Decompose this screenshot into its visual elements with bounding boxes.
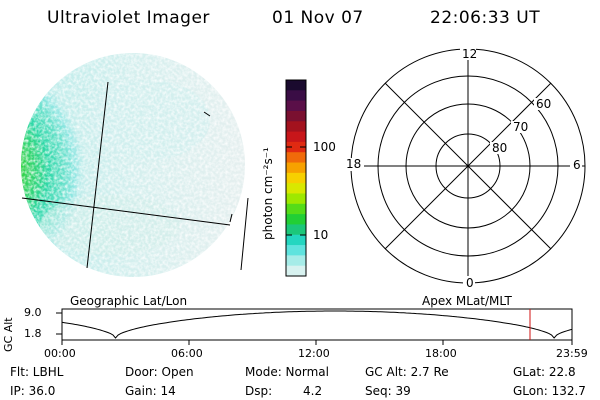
- polar-label-12: 12: [462, 47, 478, 61]
- info-ip: IP: 36.0: [10, 384, 56, 398]
- polar-ring-label-80: 80: [492, 141, 508, 155]
- polar-ring-label-70: 70: [513, 120, 529, 134]
- colorbar-band: [286, 214, 306, 226]
- colorbar-band: [286, 234, 306, 246]
- colorbar-band: [286, 193, 306, 205]
- info-glat: GLat: 22.8: [513, 365, 576, 379]
- polar-ring-label-60: 60: [536, 97, 552, 111]
- timeline-xtick-0000: 00:00: [44, 347, 76, 360]
- time-label: 22:06:33 UT: [430, 8, 541, 28]
- timeline-xtick-2359: 23:59: [556, 347, 588, 360]
- polar-label-18: 18: [346, 157, 362, 171]
- colorbar-band: [286, 131, 306, 143]
- timeline-frame: [61, 308, 573, 341]
- limb-line: [240, 197, 249, 271]
- colorbar-band: [286, 110, 306, 122]
- colorbar-band: [286, 265, 306, 277]
- info-mode: Mode: Normal: [245, 365, 329, 379]
- colorbar-band: [286, 203, 306, 215]
- info-gcalt: GC Alt: 2.7 Re: [365, 365, 449, 379]
- colorbar-band: [286, 100, 306, 112]
- colorbar-tick-100: 100: [313, 140, 336, 154]
- colorbar-band: [286, 162, 306, 174]
- colorbar-band: [286, 80, 306, 91]
- colorbar-band: [286, 224, 306, 236]
- polar-label-6: 6: [573, 158, 581, 172]
- date-label: 01 Nov 07: [272, 8, 364, 28]
- info-dsp-value: 4.2: [303, 384, 323, 398]
- timeline-ytick-top: 9.0: [24, 306, 42, 319]
- colorbar-band: [286, 183, 306, 195]
- colorbar-band: [286, 121, 306, 133]
- instrument-title: Ultraviolet Imager: [47, 8, 210, 28]
- colorbar-frame: [285, 79, 307, 277]
- info-dsp-label: Dsp:: [245, 384, 273, 398]
- timeline-left-title: Geographic Lat/Lon: [70, 294, 188, 308]
- info-glon: GLon: 132.7: [513, 384, 586, 398]
- colorbar-band: [286, 245, 306, 256]
- colorbar-tick-10: 10: [313, 228, 329, 242]
- latitude-line: [21, 197, 231, 226]
- info-door: Door: Open: [125, 365, 194, 379]
- info-seq: Seq: 39: [365, 384, 411, 398]
- colorbar-band: [286, 141, 306, 153]
- timeline-xtick-1200: 12:00: [298, 347, 330, 360]
- colorbar-band: [286, 152, 306, 164]
- altitude-curve: [61, 310, 573, 339]
- longitude-line: [86, 81, 109, 269]
- timeline-ytick-bottom: 1.8: [24, 327, 42, 340]
- colorbar-band: [286, 255, 306, 267]
- colorbar-bands: [286, 80, 306, 277]
- earth-disk-image: [21, 53, 245, 277]
- colorbar-band: [286, 172, 306, 184]
- timeline-xtick-1800: 18:00: [425, 347, 457, 360]
- info-flt: Flt: LBHL: [10, 365, 64, 379]
- timeline-right-title: Apex MLat/MLT: [422, 294, 512, 308]
- polar-label-0: 0: [466, 276, 474, 290]
- timeline-xtick-0600: 06:00: [171, 347, 203, 360]
- colorbar-band: [286, 90, 306, 102]
- info-gain: Gain: 14: [125, 384, 176, 398]
